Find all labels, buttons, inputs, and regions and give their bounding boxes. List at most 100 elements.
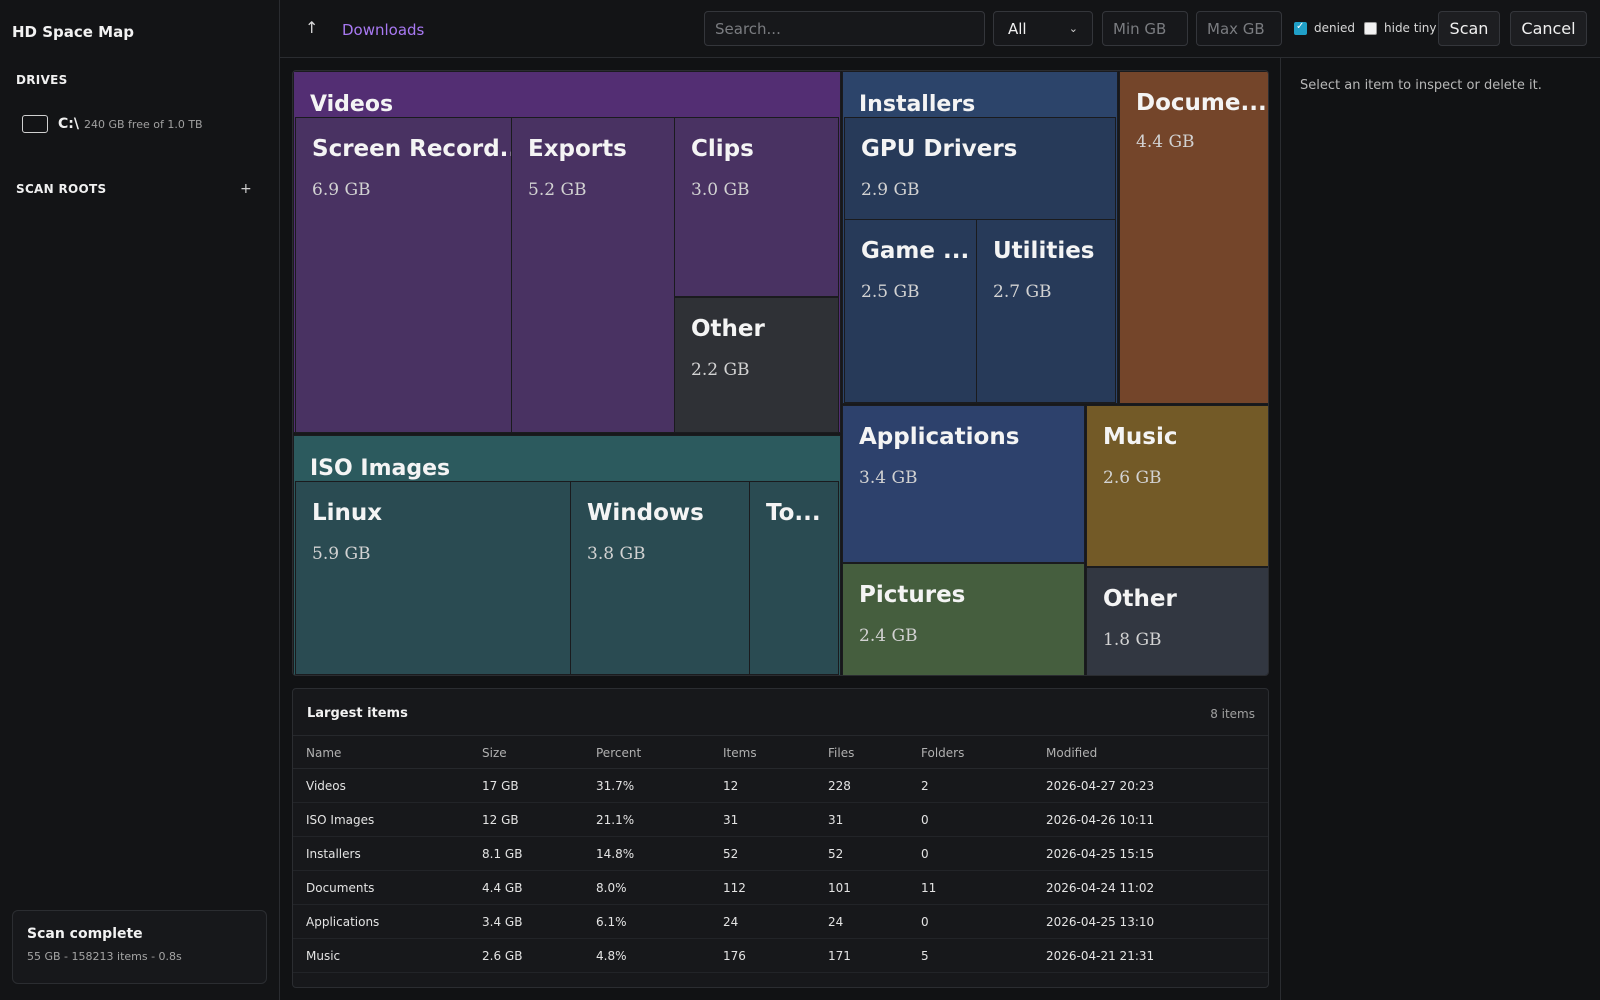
cell-items: 52 — [723, 847, 739, 861]
table-row[interactable]: Documents 4.4 GB 8.0% 112 101 11 2026-04-24 11… — [293, 871, 1268, 905]
tile-tools[interactable]: To... — [749, 481, 839, 675]
app-title: HD Space Map — [12, 23, 134, 41]
cell-modified: 2026-04-24 11:02 — [1046, 881, 1155, 895]
cell-name: ISO Images — [306, 813, 375, 827]
scan-status-card: Scan complete 55 GB - 158213 items - 0.8… — [12, 910, 267, 984]
tile-size: 3.4 GB — [859, 468, 918, 488]
column-header-modified[interactable]: Modified — [1046, 746, 1098, 760]
column-header-percent[interactable]: Percent — [596, 746, 642, 760]
tile-size: 4.4 GB — [1136, 132, 1195, 152]
tile-exports[interactable]: Exports 5.2 GB — [511, 117, 675, 433]
tile-gpu-drivers[interactable]: GPU Drivers 2.9 GB — [844, 117, 1116, 220]
cell-folders: 2 — [921, 779, 929, 793]
type-filter-select[interactable]: All ⌄ — [993, 11, 1093, 46]
drives-header: DRIVES — [16, 73, 68, 87]
status-summary: 55 GB - 158213 items - 0.8s — [27, 950, 182, 963]
cell-folders: 5 — [921, 949, 929, 963]
tile-size: 3.0 GB — [691, 180, 750, 200]
tile-name: Clips — [691, 136, 754, 162]
hide-tiny-label: hide tiny — [1384, 21, 1437, 35]
cell-items: 24 — [723, 915, 739, 929]
tile-applications[interactable]: Applications 3.4 GB — [842, 405, 1085, 563]
cell-modified: 2026-04-25 13:10 — [1046, 915, 1155, 929]
drive-item-c[interactable]: C:\ 240 GB free of 1.0 TB — [22, 113, 203, 135]
column-header-size[interactable]: Size — [482, 746, 507, 760]
tile-size: 2.7 GB — [993, 282, 1052, 302]
tile-other[interactable]: Other 1.8 GB — [1086, 567, 1268, 675]
cell-folders: 0 — [921, 915, 929, 929]
drive-letter: C:\ — [58, 116, 79, 132]
tile-name: Applications — [859, 424, 1020, 450]
type-filter-value: All — [1008, 19, 1027, 38]
scan-button[interactable]: Scan — [1438, 11, 1500, 46]
table-row[interactable]: ISO Images 12 GB 21.1% 31 31 0 2026-04-26 10:1… — [293, 803, 1268, 837]
cell-modified: 2026-04-25 15:15 — [1046, 847, 1155, 861]
cell-percent: 21.1% — [596, 813, 635, 827]
largest-items-table: Largest items 8 items Name Size Percent … — [292, 688, 1269, 988]
table-row[interactable]: Installers 8.1 GB 14.8% 52 52 0 2026-04-25 15:… — [293, 837, 1268, 871]
tile-size: 3.8 GB — [587, 544, 646, 564]
tile-clips[interactable]: Clips 3.0 GB — [674, 117, 839, 297]
hide-tiny-checkbox[interactable] — [1364, 22, 1377, 35]
cancel-button[interactable]: Cancel — [1510, 11, 1587, 46]
cell-percent: 6.1% — [596, 915, 627, 929]
cell-name: Documents — [306, 881, 375, 895]
tile-windows[interactable]: Windows 3.8 GB — [570, 481, 750, 675]
tile-game[interactable]: Game ... 2.5 GB — [844, 219, 977, 403]
cell-modified: 2026-04-27 20:23 — [1046, 779, 1155, 793]
tile-pictures[interactable]: Pictures 2.4 GB — [842, 563, 1085, 675]
cell-folders: 0 — [921, 813, 929, 827]
cell-folders: 11 — [921, 881, 937, 895]
denied-checkbox[interactable] — [1294, 21, 1307, 35]
tile-size: 2.2 GB — [691, 360, 750, 380]
breadcrumb-downloads[interactable]: Downloads — [342, 21, 425, 39]
tile-name: Windows — [587, 500, 704, 526]
sidebar: HD Space Map DRIVES C:\ 240 GB free of 1… — [0, 0, 280, 1000]
cell-name: Videos — [306, 779, 346, 793]
cell-percent: 4.8% — [596, 949, 627, 963]
tile-utilities[interactable]: Utilities 2.7 GB — [976, 219, 1116, 403]
tile-screen-recordings[interactable]: Screen Record... 6.9 GB — [295, 117, 512, 433]
cell-files: 101 — [828, 881, 851, 895]
cell-name: Music — [306, 949, 341, 963]
tile-name: Utilities — [993, 238, 1095, 264]
cell-files: 52 — [828, 847, 844, 861]
tile-name: Game ... — [861, 238, 970, 264]
tile-name: Screen Record... — [312, 136, 512, 162]
cell-size: 8.1 GB — [482, 847, 523, 861]
tile-size: 2.9 GB — [861, 180, 920, 200]
table-row[interactable]: Videos 17 GB 31.7% 12 228 2 2026-04-27 20:23 — [293, 769, 1268, 803]
tile-name: Pictures — [859, 582, 966, 608]
cell-files: 24 — [828, 915, 844, 929]
tile-size: 2.4 GB — [859, 626, 918, 646]
add-scan-root-button[interactable]: + — [240, 181, 252, 197]
tile-name: Exports — [528, 136, 627, 162]
column-header-items[interactable]: Items — [723, 746, 757, 760]
denied-label: denied — [1314, 21, 1355, 35]
column-header-files[interactable]: Files — [828, 746, 855, 760]
tile-name: Other — [1103, 586, 1177, 612]
cell-modified: 2026-04-26 10:11 — [1046, 813, 1155, 827]
status-title: Scan complete — [27, 926, 143, 942]
tile-name: Linux — [312, 500, 383, 526]
min-size-input[interactable] — [1102, 11, 1188, 46]
tile-name: Docume... — [1136, 90, 1267, 116]
tile-linux[interactable]: Linux 5.9 GB — [295, 481, 571, 675]
table-item-count: 8 items — [1210, 707, 1255, 721]
column-header-name[interactable]: Name — [306, 746, 342, 760]
inspector-hint: Select an item to inspect or delete it. — [1300, 78, 1542, 93]
table-row[interactable]: Applications 3.4 GB 6.1% 24 24 0 2026-04-25 13… — [293, 905, 1268, 939]
up-arrow-icon[interactable]: ↑ — [305, 18, 319, 37]
search-input[interactable] — [704, 11, 985, 46]
toolbar: ↑ Downloads All ⌄ denied hide tiny Scan … — [280, 0, 1600, 58]
column-header-folders[interactable]: Folders — [921, 746, 965, 760]
tile-videos-other[interactable]: Other 2.2 GB — [674, 297, 839, 433]
tile-documents[interactable]: Docume... 4.4 GB — [1119, 71, 1268, 404]
max-size-input[interactable] — [1196, 11, 1282, 46]
cell-percent: 31.7% — [596, 779, 635, 793]
table-row[interactable]: Music 2.6 GB 4.8% 176 171 5 2026-04-21 21:31 — [293, 939, 1268, 973]
cell-name: Applications — [306, 915, 380, 929]
tile-name: To... — [766, 500, 821, 526]
tile-music[interactable]: Music 2.6 GB — [1086, 405, 1268, 567]
